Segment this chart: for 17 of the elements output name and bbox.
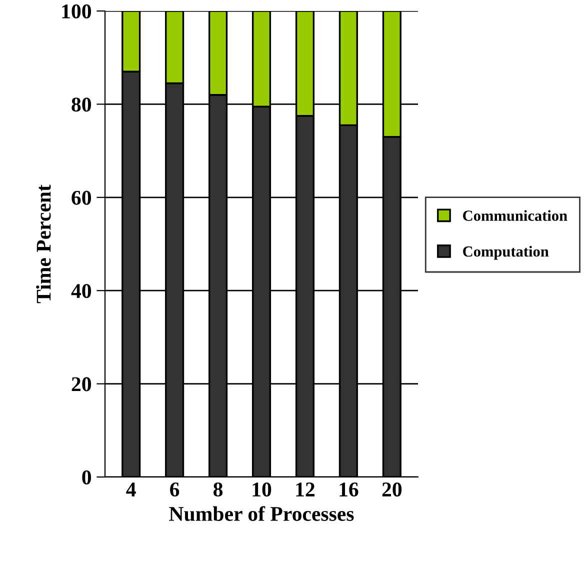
x-tick-label: 4 xyxy=(126,482,136,496)
legend-label: Communication xyxy=(463,210,568,221)
x-tick-label: 20 xyxy=(382,482,402,497)
y-tick-label: 80 xyxy=(72,98,92,112)
y-tick-label: 20 xyxy=(72,377,92,392)
x-tick-label: 6 xyxy=(170,482,180,497)
y-tick-label: 60 xyxy=(72,190,92,205)
y-axis-title: Time Percent xyxy=(36,184,51,304)
y-tick-label: 0 xyxy=(82,470,92,484)
x-tick-label: 12 xyxy=(296,482,314,496)
x-tick-label: 10 xyxy=(252,482,272,497)
x-axis-title: Number of Processes xyxy=(169,506,354,522)
legend-label: Computation xyxy=(463,246,549,260)
y-tick-label: 40 xyxy=(71,284,92,298)
x-tick-label: 8 xyxy=(214,482,223,497)
y-tick-label: 100 xyxy=(62,4,92,18)
x-tick-label: 16 xyxy=(340,482,358,497)
